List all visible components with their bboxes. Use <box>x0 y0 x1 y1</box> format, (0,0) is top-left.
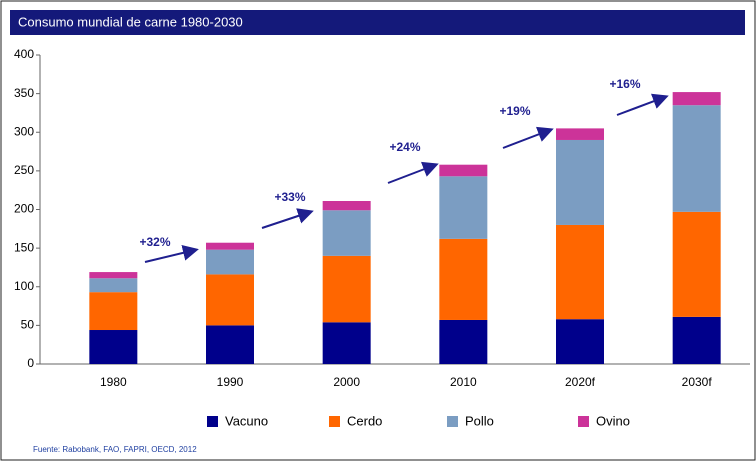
legend-swatch <box>578 416 589 427</box>
y-tick-label: 250 <box>14 163 34 177</box>
arrow <box>502 126 554 149</box>
y-tick-label: 200 <box>14 202 34 216</box>
bar-segment <box>439 238 488 320</box>
y-tick-label: 300 <box>14 124 34 138</box>
y-tick-label: 50 <box>21 318 35 332</box>
source: Fuente: Rabobank, FAO, FAPRI, OECD, 2012 <box>33 445 197 454</box>
x-tick-label: 2020f <box>565 375 596 389</box>
bar-segment <box>89 272 138 279</box>
bar-segment <box>89 292 138 331</box>
bar-segment <box>89 330 138 364</box>
bar-segment <box>322 255 371 323</box>
arrow <box>144 245 199 263</box>
bar-segment <box>89 278 138 293</box>
bar-segment <box>206 242 254 250</box>
legend-swatch <box>207 416 218 427</box>
y-tick-label: 150 <box>14 240 34 254</box>
legend-label: Cerdo <box>347 413 382 428</box>
annotation: +16% <box>609 77 640 91</box>
x-tick-label: 2030f <box>682 375 713 389</box>
x-tick-label: 1980 <box>100 375 127 389</box>
bar-segment <box>556 139 604 225</box>
bar-segment <box>672 316 721 364</box>
annotation: +33% <box>274 190 305 204</box>
y-tick-label: 0 <box>27 356 34 370</box>
legend-swatch <box>447 416 458 427</box>
x-tick-label: 1990 <box>217 375 244 389</box>
x-tick-label: 2000 <box>333 375 360 389</box>
bar-segment <box>206 249 254 275</box>
bar-segment <box>439 319 488 364</box>
y-tick-label: 400 <box>14 47 34 61</box>
arrow <box>261 208 314 229</box>
legend-label: Vacuno <box>225 413 268 428</box>
bar-segment <box>322 322 371 364</box>
bar-segment <box>556 128 604 140</box>
bar-segment <box>206 274 254 326</box>
bar-segment <box>672 105 721 212</box>
annotation: +32% <box>139 235 170 249</box>
arrow <box>387 161 439 184</box>
bar-segment <box>672 211 721 317</box>
y-tick-label: 350 <box>14 86 34 100</box>
bar-segment <box>206 325 254 364</box>
bar-segment <box>439 176 488 239</box>
y-tick-label: 100 <box>14 279 34 293</box>
bar-segment <box>322 201 371 211</box>
bar-segment <box>556 319 604 364</box>
chart-title: Consumo mundial de carne 1980-2030 <box>18 14 243 29</box>
legend-label: Pollo <box>465 413 494 428</box>
legend-label: Ovino <box>596 413 630 428</box>
x-tick-label: 2010 <box>450 375 477 389</box>
annotation: +19% <box>499 104 530 118</box>
annotation: +24% <box>389 140 420 154</box>
bar-segment <box>672 92 721 106</box>
arrow <box>616 93 669 116</box>
legend-swatch <box>329 416 340 427</box>
bar-segment <box>556 224 604 320</box>
bar-segment <box>439 164 488 177</box>
title-bar <box>10 10 745 35</box>
bar-segment <box>322 210 371 256</box>
